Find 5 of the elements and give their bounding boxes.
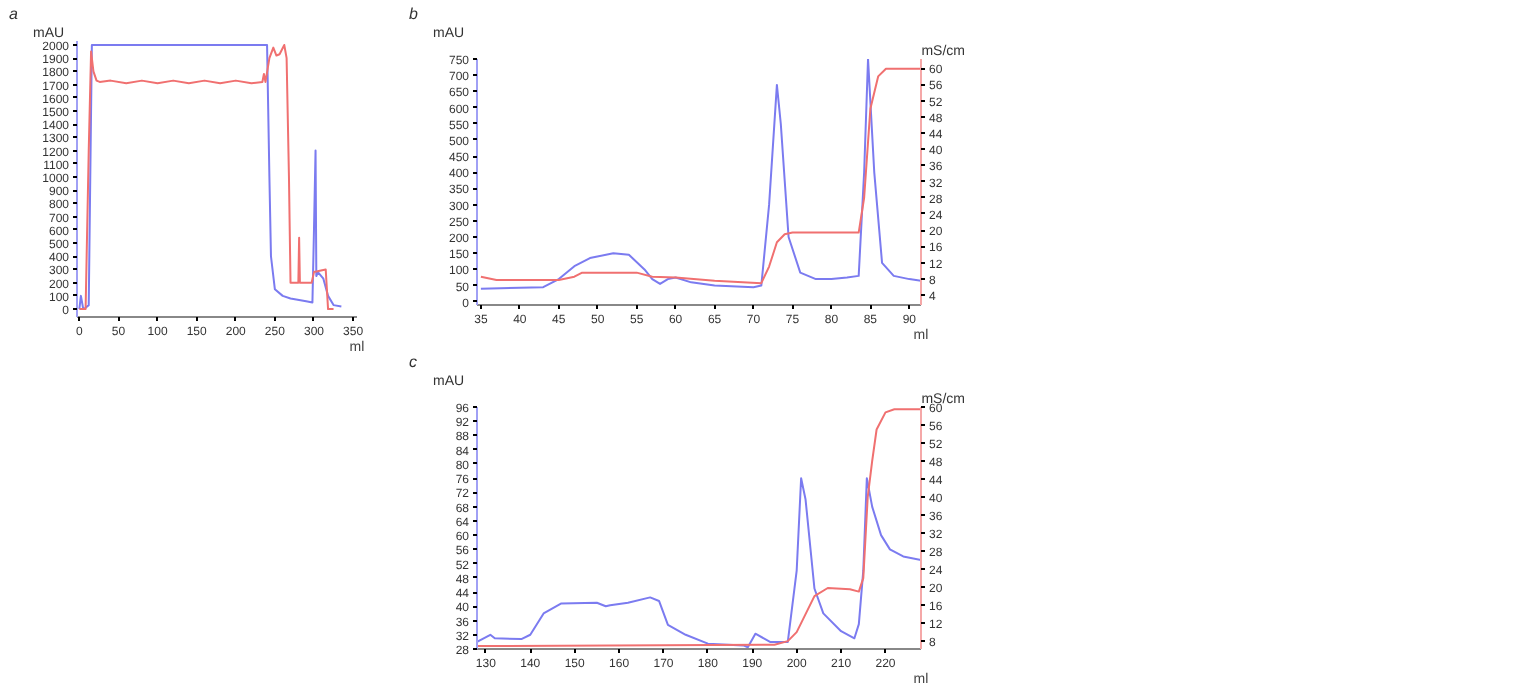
line-series [477,477,921,649]
line-series [477,408,921,648]
chart-title: c [409,353,417,371]
chart-title: b [409,5,419,23]
chart-title: a [9,5,19,23]
